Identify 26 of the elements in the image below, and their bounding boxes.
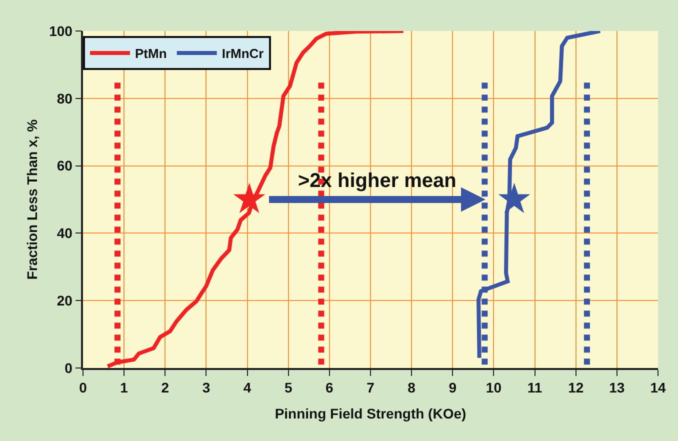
- x-tick-label: 1: [120, 380, 128, 396]
- x-tick-label: 11: [527, 380, 542, 396]
- x-tick-label: 5: [284, 380, 292, 396]
- x-tick-label: 9: [448, 380, 457, 396]
- x-tick-label: 13: [609, 380, 625, 396]
- x-tick-label: 14: [650, 380, 666, 396]
- legend-label: PtMn: [135, 46, 167, 62]
- y-tick-label: 80: [56, 90, 73, 106]
- x-tick-label: 7: [366, 380, 375, 396]
- y-tick-label: 0: [64, 360, 73, 376]
- y-tick-label: 100: [49, 22, 73, 39]
- x-tick-label: 0: [79, 380, 88, 396]
- x-tick-label: 12: [568, 380, 584, 396]
- x-axis-title: Pinning Field Strength (KOe): [274, 405, 466, 422]
- x-tick-label: 6: [326, 380, 334, 396]
- y-tick-label: 20: [56, 292, 73, 308]
- y-axis-title: Fraction Less Than x, %: [24, 118, 40, 280]
- x-tick-label: 2: [161, 380, 170, 396]
- y-tick-label: 40: [56, 225, 73, 242]
- x-tick-label: 8: [408, 380, 416, 396]
- legend-label: IrMnCr: [222, 46, 264, 62]
- x-tick-label: 4: [243, 380, 252, 396]
- line-series: [106, 31, 406, 368]
- x-tick-label: 3: [202, 380, 210, 396]
- x-tick-label: 10: [486, 380, 502, 396]
- y-tick-label: 60: [56, 158, 73, 174]
